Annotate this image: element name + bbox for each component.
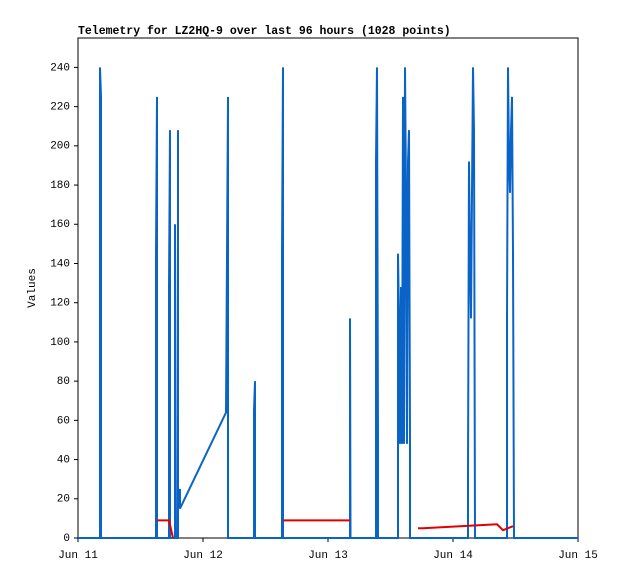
y-tick-label: 20 (57, 494, 70, 506)
y-tick-label: 160 (50, 219, 70, 231)
y-tick-label: 180 (50, 180, 70, 192)
y-tick-label: 200 (50, 141, 70, 153)
y-tick-label: 140 (50, 258, 70, 270)
y-tick-label: 0 (63, 533, 70, 545)
plot-frame (77, 37, 579, 539)
y-axis-label: Values (27, 268, 39, 308)
y-tick-label: 240 (50, 62, 70, 74)
x-tick-label: Jun 15 (558, 550, 598, 562)
y-tick-label: 120 (50, 298, 70, 310)
series-line (157, 519, 514, 539)
y-tick-label: 220 (50, 102, 70, 114)
y-tick-label: 60 (57, 415, 70, 427)
y-tick-label: 40 (57, 454, 70, 466)
x-tick-label: Jun 11 (58, 550, 98, 562)
series-line (78, 67, 578, 539)
x-tick-label: Jun 13 (308, 550, 348, 562)
y-tick-label: 100 (50, 337, 70, 349)
x-tick-label: Jun 12 (183, 550, 223, 562)
x-tick-label: Jun 14 (433, 550, 473, 562)
y-tick-label: 80 (57, 376, 70, 388)
chart-title: Telemetry for LZ2HQ-9 over last 96 hours… (78, 25, 451, 38)
